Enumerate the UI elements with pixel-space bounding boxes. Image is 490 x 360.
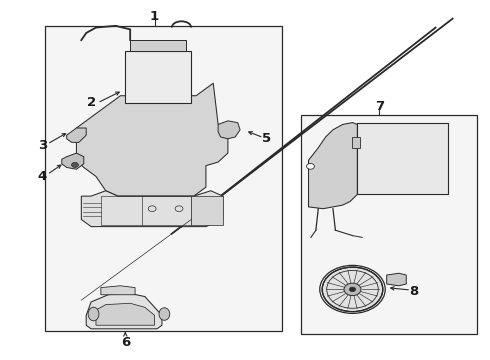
Polygon shape xyxy=(130,40,186,51)
Text: 4: 4 xyxy=(38,170,47,183)
Text: 7: 7 xyxy=(375,100,384,113)
Text: 6: 6 xyxy=(121,336,130,348)
Text: 8: 8 xyxy=(409,285,418,298)
Polygon shape xyxy=(96,303,155,325)
Ellipse shape xyxy=(159,308,170,320)
Circle shape xyxy=(72,162,78,167)
Text: 2: 2 xyxy=(87,96,96,109)
Polygon shape xyxy=(352,137,360,148)
Polygon shape xyxy=(309,123,357,209)
Circle shape xyxy=(307,163,315,169)
Ellipse shape xyxy=(88,307,99,321)
Polygon shape xyxy=(101,286,135,295)
Polygon shape xyxy=(218,121,240,139)
Circle shape xyxy=(322,267,383,312)
Circle shape xyxy=(344,283,361,296)
Polygon shape xyxy=(86,293,162,329)
Text: 1: 1 xyxy=(150,10,159,23)
Polygon shape xyxy=(357,123,448,194)
Polygon shape xyxy=(67,128,86,142)
Polygon shape xyxy=(301,116,477,334)
Circle shape xyxy=(349,287,356,292)
Polygon shape xyxy=(191,196,223,225)
Text: 5: 5 xyxy=(263,132,271,145)
Text: 3: 3 xyxy=(38,139,47,152)
Polygon shape xyxy=(81,191,223,226)
Polygon shape xyxy=(62,153,84,169)
Polygon shape xyxy=(45,26,282,330)
Polygon shape xyxy=(125,51,191,103)
Polygon shape xyxy=(387,273,406,286)
Polygon shape xyxy=(76,83,228,196)
